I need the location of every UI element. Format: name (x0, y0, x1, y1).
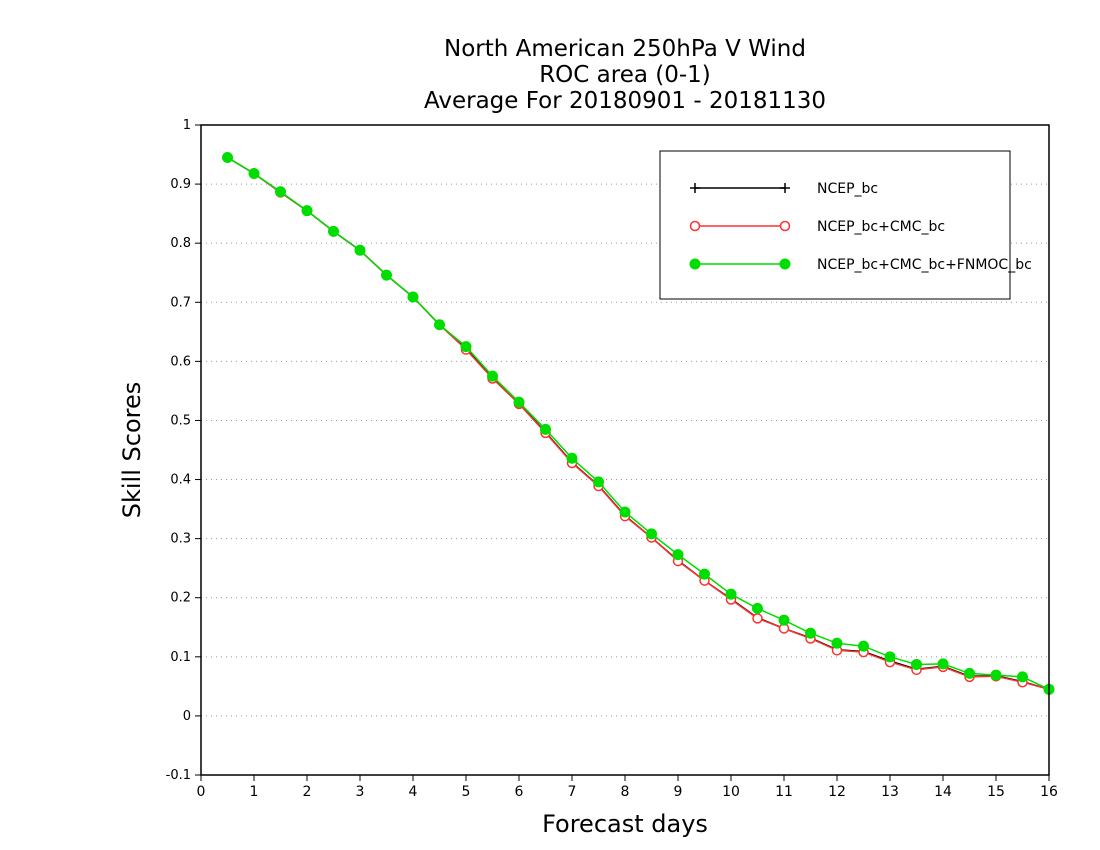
chart-title-line-2: ROC area (0-1) (539, 62, 711, 88)
open-circle-marker (779, 220, 791, 232)
plus-marker (690, 183, 700, 193)
legend: NCEP_bc NCEP_bc+CMC_bc NCEP_bc+CMC_bc+FNMO… (659, 150, 1032, 300)
filled-circle-marker (381, 269, 392, 281)
x-tick-label: 0 (197, 784, 206, 800)
filled-circle-marker (619, 506, 631, 518)
open-circle-marker (752, 613, 763, 624)
y-tick-label: 0.2 (170, 591, 191, 606)
x-tick-label: 9 (674, 784, 683, 800)
filled-circle-marker (672, 549, 684, 561)
filled-circle-marker (805, 627, 816, 639)
filled-circle-marker (593, 476, 604, 488)
filled-circle-marker (689, 258, 701, 270)
filled-circle-marker (1017, 671, 1028, 683)
filled-circle-marker (460, 341, 472, 353)
y-tick-label: 0.3 (170, 532, 191, 547)
x-axis-label: Forecast days (542, 810, 708, 838)
filled-circle-marker (248, 167, 260, 179)
y-tick-label: 0.8 (170, 236, 191, 251)
filled-circle-marker (328, 225, 339, 237)
legend-box (659, 150, 1011, 300)
x-tick-label: 2 (303, 784, 312, 800)
x-tick-label: 5 (462, 784, 471, 800)
filled-circle-marker (407, 291, 419, 303)
chart-title-line-1: North American 250hPa V Wind (444, 36, 806, 62)
filled-circle-marker (752, 602, 763, 614)
series-layer (222, 152, 1055, 695)
y-tick-label: 0.7 (170, 295, 191, 310)
y-tick-label: 1 (183, 118, 191, 133)
filled-circle-marker (487, 370, 498, 382)
legend-label: NCEP_bc+CMC_bc+FNMOC_bc (817, 257, 1032, 273)
filled-circle-marker (964, 667, 975, 679)
filled-circle-marker (884, 651, 896, 663)
plot-frame (200, 124, 1050, 776)
filled-circle-marker (513, 396, 525, 408)
open-circle-marker (689, 220, 701, 232)
y-tick-label: 0 (183, 709, 191, 724)
filled-circle-marker (911, 659, 922, 670)
filled-circle-marker (301, 205, 313, 217)
x-tick-label: 1 (250, 784, 259, 800)
x-tick-label: 11 (775, 784, 793, 800)
x-tick-label: 6 (515, 784, 524, 800)
filled-circle-marker (778, 614, 790, 626)
y-tick-label: 0.1 (170, 650, 191, 665)
x-tick-label: 3 (356, 784, 365, 800)
filled-circle-marker (831, 637, 843, 649)
filled-circle-marker (434, 319, 445, 331)
filled-circle-marker (540, 423, 551, 435)
filled-circle-marker (566, 452, 578, 464)
chart-title-line-3: Average For 20180901 - 20181130 (423, 88, 827, 114)
filled-circle-marker (275, 186, 286, 198)
x-tick-label: 8 (621, 784, 630, 800)
filled-circle-marker (354, 244, 366, 256)
x-tick-label: 12 (828, 784, 846, 800)
y-tick-label: -0.1 (166, 768, 191, 783)
legend-label: NCEP_bc (817, 181, 878, 197)
x-tick-label: 10 (722, 784, 740, 800)
y-tick-label: 0.5 (170, 413, 191, 428)
y-tick-label: 0.4 (170, 473, 191, 488)
y-axis-label: Skill Scores (118, 382, 146, 519)
filled-circle-marker (990, 669, 1002, 681)
legend-label: NCEP_bc+CMC_bc (817, 219, 945, 235)
x-tick-label: 16 (1040, 784, 1058, 800)
y-tick-label: 0.6 (170, 354, 191, 369)
y-tick-label: 0.9 (170, 177, 191, 192)
filled-circle-marker (937, 658, 949, 670)
x-tick-label: 15 (987, 784, 1005, 800)
filled-circle-marker (222, 152, 233, 163)
filled-circle-marker (646, 528, 657, 540)
x-tick-label: 14 (934, 784, 952, 800)
filled-circle-marker (699, 568, 710, 580)
x-tick-label: 13 (881, 784, 899, 800)
x-tick-label: 7 (568, 784, 577, 800)
plus-marker (780, 183, 790, 193)
filled-circle-marker (725, 588, 737, 600)
series-3 (222, 152, 1055, 695)
filled-circle-marker (779, 258, 791, 270)
axes: -0.100.10.20.30.40.50.60.70.80.910 1 2 3 4 5 6… (166, 118, 1058, 800)
x-tick-label: 4 (409, 784, 418, 800)
filled-circle-marker (858, 640, 869, 652)
